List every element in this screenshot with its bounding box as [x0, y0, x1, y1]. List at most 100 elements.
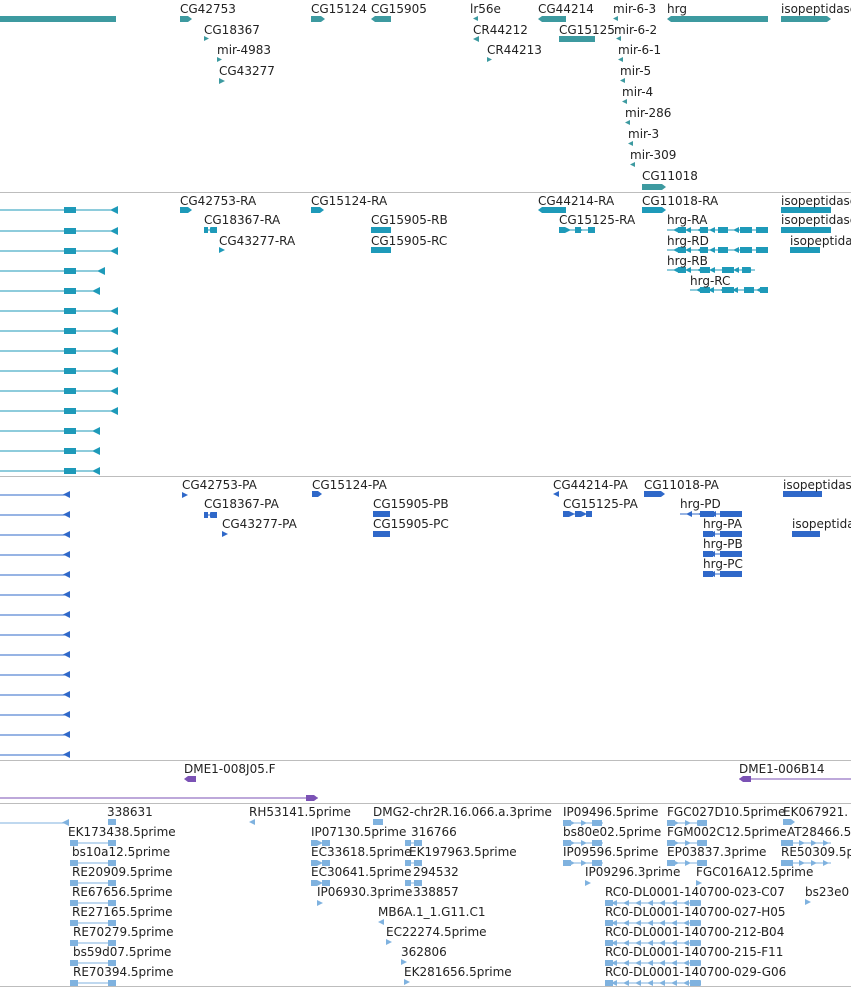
protein-label[interactable]: CG43277-PA	[222, 517, 297, 531]
transcript-label[interactable]: hrg-RC	[690, 274, 731, 288]
feature-bar[interactable]	[700, 287, 710, 293]
gene-label[interactable]: CG11018	[642, 169, 698, 183]
feature-bar[interactable]	[64, 468, 76, 474]
feature-tick[interactable]	[671, 900, 677, 906]
feature-tick[interactable]	[623, 900, 629, 906]
feature-tick[interactable]	[745, 267, 751, 273]
feature-tick[interactable]	[625, 120, 630, 125]
gene-label[interactable]: mir-6-2	[614, 23, 658, 37]
feature-tick[interactable]	[647, 920, 653, 926]
feature-tick[interactable]	[671, 980, 677, 986]
feature-tick[interactable]	[210, 512, 216, 518]
feature-tick[interactable]	[709, 531, 715, 537]
clone-label[interactable]: DME1-008J05.F	[184, 762, 276, 776]
feature-tick[interactable]	[219, 247, 225, 253]
feature-tick[interactable]	[709, 247, 715, 253]
feature-bar[interactable]	[70, 880, 78, 886]
feature-tick[interactable]	[709, 267, 715, 273]
gene-label[interactable]: mir-5	[620, 64, 652, 78]
feature-tick[interactable]	[673, 840, 679, 846]
transcript-label[interactable]: hrg-RD	[667, 234, 709, 248]
gene-label[interactable]: hrg	[667, 2, 687, 16]
feature-bar[interactable]	[605, 920, 613, 926]
feature-tick[interactable]	[787, 860, 793, 866]
feature-tick[interactable]	[581, 511, 587, 517]
feature-tick[interactable]	[696, 880, 702, 886]
feature-tick[interactable]	[720, 287, 726, 293]
protein-label[interactable]: CG42753-PA	[182, 478, 257, 492]
feature-tick[interactable]	[110, 247, 118, 255]
feature-tick[interactable]	[709, 227, 715, 233]
transcript-label[interactable]: CG15905-RB	[371, 213, 448, 227]
feature-tick[interactable]	[647, 940, 653, 946]
feature-tick[interactable]	[721, 531, 727, 537]
feature-tick[interactable]	[789, 491, 795, 497]
est-label[interactable]: EK067921.	[783, 805, 849, 819]
feature-bar[interactable]	[311, 880, 317, 886]
feature-tick[interactable]	[182, 492, 188, 498]
est-label[interactable]: IP09296.3prime	[585, 865, 681, 879]
feature-bar[interactable]	[64, 288, 76, 294]
feature-bar[interactable]	[64, 308, 76, 314]
feature-tick[interactable]	[611, 980, 617, 986]
feature-bar[interactable]	[64, 348, 76, 354]
feature-tick[interactable]	[811, 227, 817, 233]
feature-tick[interactable]	[92, 287, 100, 295]
feature-tick[interactable]	[685, 860, 691, 866]
feature-tick[interactable]	[219, 78, 225, 84]
gene-label[interactable]: CR44212	[473, 23, 528, 37]
est-label[interactable]: 316766	[411, 825, 457, 839]
feature-tick[interactable]	[611, 920, 617, 926]
feature-tick[interactable]	[611, 900, 617, 906]
feature-tick[interactable]	[799, 840, 805, 846]
est-label[interactable]: EC30641.5prime	[311, 865, 412, 879]
feature-tick[interactable]	[673, 227, 679, 233]
feature-tick[interactable]	[317, 840, 323, 846]
gene-label[interactable]: mir-309	[630, 148, 677, 162]
transcript-label[interactable]: CG11018-RA	[642, 194, 719, 208]
feature-tick[interactable]	[801, 491, 807, 497]
feature-tick[interactable]	[695, 980, 701, 986]
gene-track[interactable]: CG42753 CG18367 mir-4983 CG43277 CG15124…	[0, 0, 851, 192]
feature-bar[interactable]	[563, 511, 569, 517]
feature-tick[interactable]	[92, 427, 100, 435]
feature-bar[interactable]	[538, 16, 566, 22]
est-label[interactable]: 338631	[107, 805, 153, 819]
feature-bar[interactable]	[0, 16, 116, 22]
feature-bar[interactable]	[373, 819, 383, 825]
feature-tick[interactable]	[722, 511, 728, 517]
feature-tick[interactable]	[249, 819, 255, 825]
feature-tick[interactable]	[799, 227, 805, 233]
feature-tick[interactable]	[659, 960, 665, 966]
feature-tick[interactable]	[379, 511, 385, 517]
feature-bar[interactable]	[575, 511, 581, 517]
feature-tick[interactable]	[623, 960, 629, 966]
feature-bar[interactable]	[586, 511, 592, 517]
feature-tick[interactable]	[623, 940, 629, 946]
feature-tick[interactable]	[695, 900, 701, 906]
feature-bar[interactable]	[70, 980, 78, 986]
protein-label[interactable]: hrg-PB	[703, 537, 743, 551]
feature-bar[interactable]	[559, 36, 595, 42]
feature-bar[interactable]	[703, 531, 713, 537]
est-label[interactable]: 294532	[413, 865, 459, 879]
feature-tick[interactable]	[757, 227, 763, 233]
feature-tick[interactable]	[63, 531, 70, 538]
est-label[interactable]: FGC016A12.5prime	[696, 865, 814, 879]
protein-label[interactable]: hrg-PD	[680, 497, 721, 511]
feature-bar[interactable]	[64, 228, 76, 234]
feature-bar[interactable]	[414, 840, 422, 846]
protein-label[interactable]: CG15124-PA	[312, 478, 387, 492]
protein-label[interactable]: isopeptidas	[792, 517, 851, 531]
feature-tick[interactable]	[110, 206, 118, 214]
feature-tick[interactable]	[647, 900, 653, 906]
feature-bar[interactable]	[70, 940, 78, 946]
feature-tick[interactable]	[565, 227, 571, 233]
feature-bar[interactable]	[108, 860, 116, 866]
transcript-label[interactable]: CG18367-RA	[204, 213, 281, 227]
gene-label[interactable]: CG15905	[371, 2, 427, 16]
feature-bar[interactable]	[642, 184, 666, 190]
feature-tick[interactable]	[733, 531, 739, 537]
protein-label[interactable]: CG44214-PA	[553, 478, 628, 492]
feature-tick[interactable]	[733, 227, 739, 233]
